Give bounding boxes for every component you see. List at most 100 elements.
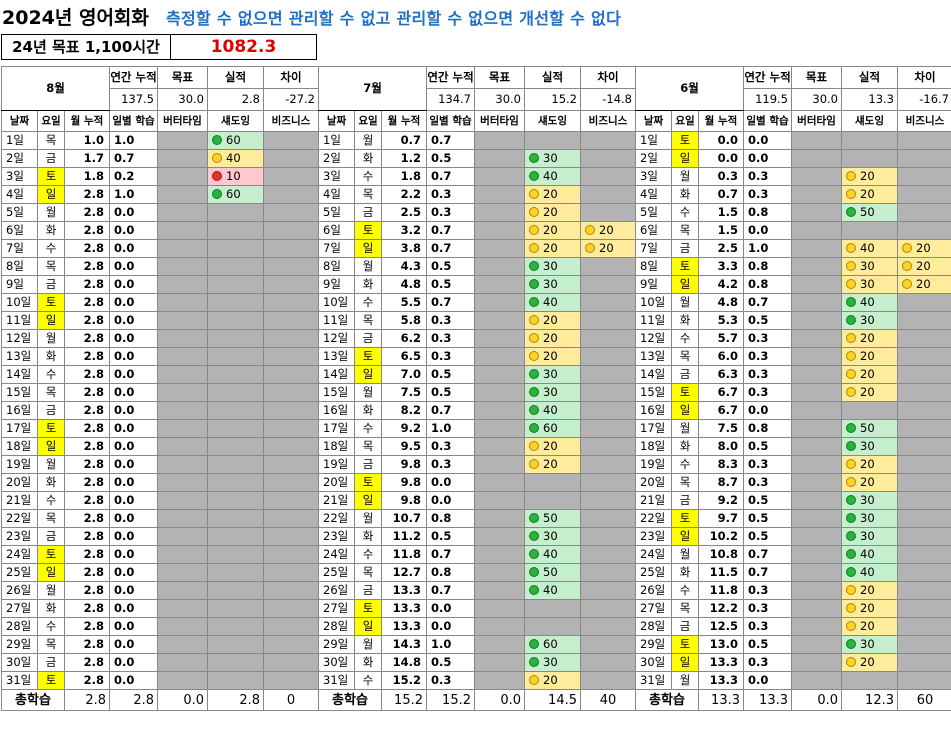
shadow-cell[interactable] xyxy=(207,455,264,474)
month-cum-cell[interactable]: 2.8 xyxy=(64,473,110,492)
month-cum-cell[interactable]: 2.8 xyxy=(64,221,110,240)
date-cell[interactable]: 19일 xyxy=(318,455,355,474)
weekday-cell[interactable]: 수 xyxy=(354,545,382,564)
daily-cell[interactable]: 0.0 xyxy=(109,545,158,564)
weekday-cell[interactable]: 화 xyxy=(354,401,382,420)
date-cell[interactable]: 23일 xyxy=(635,527,672,546)
weekday-cell[interactable]: 화 xyxy=(671,563,699,582)
month-cum-cell[interactable]: 2.2 xyxy=(381,185,427,204)
daily-cell[interactable]: 0.0 xyxy=(109,491,158,510)
shadow-cell[interactable]: 20 xyxy=(524,455,581,474)
butter-cell[interactable] xyxy=(791,383,842,402)
shadow-cell[interactable] xyxy=(524,131,581,150)
shadow-cell[interactable]: 30 xyxy=(524,257,581,276)
weekday-cell[interactable]: 수 xyxy=(671,581,699,600)
date-cell[interactable]: 15일 xyxy=(635,383,672,402)
weekday-cell[interactable]: 수 xyxy=(354,419,382,438)
shadow-cell[interactable] xyxy=(207,581,264,600)
butter-cell[interactable] xyxy=(791,653,842,672)
weekday-cell[interactable]: 화 xyxy=(37,221,65,240)
butter-cell[interactable] xyxy=(474,545,525,564)
daily-cell[interactable]: 0.8 xyxy=(743,257,792,276)
date-cell[interactable]: 9일 xyxy=(318,275,355,294)
business-cell[interactable]: 20 xyxy=(897,275,951,294)
butter-cell[interactable] xyxy=(474,131,525,150)
weekday-cell[interactable]: 월 xyxy=(671,167,699,186)
business-cell[interactable]: 20 xyxy=(897,257,951,276)
weekday-cell[interactable]: 토 xyxy=(671,131,699,150)
business-cell[interactable] xyxy=(580,167,636,186)
business-cell[interactable] xyxy=(263,275,319,294)
shadow-cell[interactable] xyxy=(524,473,581,492)
total-value[interactable]: 13.3 xyxy=(743,689,792,711)
weekday-cell[interactable]: 금 xyxy=(37,653,65,672)
weekday-cell[interactable]: 금 xyxy=(671,239,699,258)
weekday-cell[interactable]: 일 xyxy=(37,437,65,456)
daily-cell[interactable]: 0.3 xyxy=(743,581,792,600)
shadow-cell[interactable]: 20 xyxy=(524,239,581,258)
daily-cell[interactable]: 0.0 xyxy=(426,473,475,492)
date-cell[interactable]: 5일 xyxy=(635,203,672,222)
date-cell[interactable]: 13일 xyxy=(635,347,672,366)
daily-cell[interactable]: 0.3 xyxy=(743,185,792,204)
weekday-cell[interactable]: 화 xyxy=(354,653,382,672)
date-cell[interactable]: 19일 xyxy=(1,455,38,474)
month-cum-cell[interactable]: 2.8 xyxy=(64,329,110,348)
business-cell[interactable] xyxy=(263,419,319,438)
weekday-cell[interactable]: 월 xyxy=(354,635,382,654)
daily-cell[interactable]: 1.0 xyxy=(109,131,158,150)
date-cell[interactable]: 20일 xyxy=(318,473,355,492)
date-cell[interactable]: 22일 xyxy=(318,509,355,528)
weekday-cell[interactable]: 일 xyxy=(354,239,382,258)
month-cum-cell[interactable]: 5.8 xyxy=(381,311,427,330)
business-cell[interactable] xyxy=(580,581,636,600)
month-cum-cell[interactable]: 9.8 xyxy=(381,455,427,474)
butter-cell[interactable] xyxy=(157,131,208,150)
date-cell[interactable]: 13일 xyxy=(318,347,355,366)
month-cum-cell[interactable]: 6.7 xyxy=(698,401,744,420)
month-cum-cell[interactable]: 4.2 xyxy=(698,275,744,294)
shadow-cell[interactable] xyxy=(841,221,898,240)
month-cum-cell[interactable]: 2.8 xyxy=(64,635,110,654)
month-cum-cell[interactable]: 2.8 xyxy=(64,203,110,222)
daily-cell[interactable]: 0.0 xyxy=(109,239,158,258)
business-cell[interactable] xyxy=(897,617,951,636)
date-cell[interactable]: 22일 xyxy=(1,509,38,528)
shadow-cell[interactable]: 10 xyxy=(207,167,264,186)
business-cell[interactable] xyxy=(580,329,636,348)
butter-cell[interactable] xyxy=(474,239,525,258)
date-cell[interactable]: 10일 xyxy=(635,293,672,312)
business-cell[interactable] xyxy=(897,653,951,672)
month-cum-cell[interactable]: 0.7 xyxy=(381,131,427,150)
business-cell[interactable] xyxy=(580,473,636,492)
butter-cell[interactable] xyxy=(474,257,525,276)
shadow-cell[interactable]: 30 xyxy=(841,275,898,294)
daily-cell[interactable]: 0.0 xyxy=(109,599,158,618)
actual-value[interactable]: 13.3 xyxy=(841,88,898,111)
weekday-cell[interactable]: 화 xyxy=(671,437,699,456)
daily-cell[interactable]: 1.0 xyxy=(109,185,158,204)
daily-cell[interactable]: 0.0 xyxy=(109,509,158,528)
daily-cell[interactable]: 0.0 xyxy=(743,671,792,690)
month-cum-cell[interactable]: 2.8 xyxy=(64,401,110,420)
business-cell[interactable] xyxy=(263,131,319,150)
total-value[interactable]: 40 xyxy=(580,689,636,711)
business-cell[interactable] xyxy=(263,509,319,528)
butter-cell[interactable] xyxy=(791,203,842,222)
date-cell[interactable]: 30일 xyxy=(635,653,672,672)
month-cum-cell[interactable]: 2.8 xyxy=(64,599,110,618)
business-cell[interactable] xyxy=(897,149,951,168)
weekday-cell[interactable]: 일 xyxy=(354,617,382,636)
business-cell[interactable] xyxy=(580,383,636,402)
weekday-cell[interactable]: 화 xyxy=(37,347,65,366)
date-cell[interactable]: 5일 xyxy=(318,203,355,222)
daily-cell[interactable]: 0.8 xyxy=(743,275,792,294)
date-cell[interactable]: 21일 xyxy=(1,491,38,510)
butter-cell[interactable] xyxy=(157,491,208,510)
business-cell[interactable] xyxy=(897,293,951,312)
daily-cell[interactable]: 0.3 xyxy=(426,455,475,474)
business-cell[interactable] xyxy=(263,203,319,222)
daily-cell[interactable]: 0.0 xyxy=(109,257,158,276)
shadow-cell[interactable] xyxy=(207,509,264,528)
butter-cell[interactable] xyxy=(474,185,525,204)
